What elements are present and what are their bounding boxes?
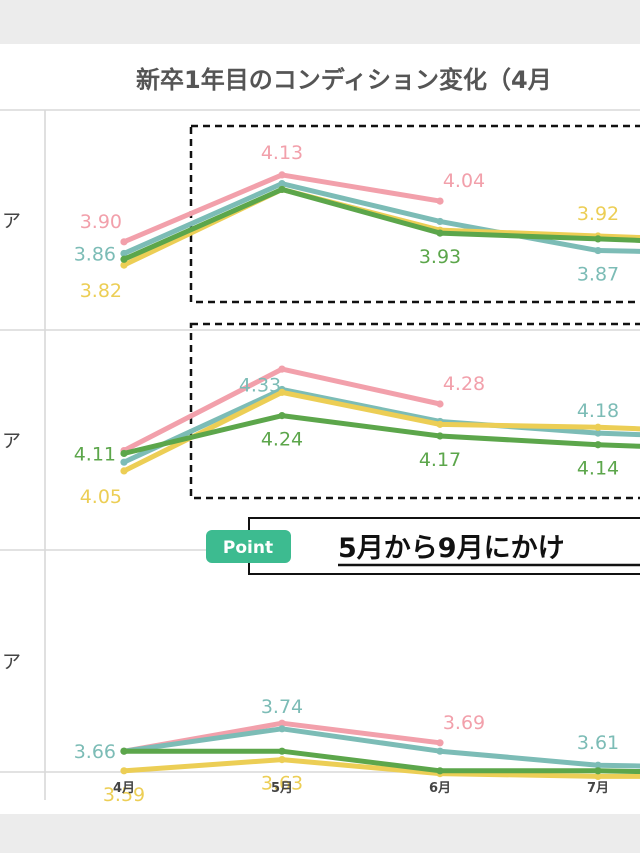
data-point-yellow: [436, 420, 444, 428]
data-labels: 3.90 3.86 3.82 4.13 4.04 3.93 3.92 3.87 4.11 4.05…: [74, 142, 619, 806]
data-point-green: [120, 255, 128, 263]
data-label: 4.17: [419, 449, 461, 471]
data-point-yellow: [594, 423, 602, 431]
point-badge: [206, 530, 291, 563]
data-point-green: [594, 235, 602, 243]
chart-title: 新卒1年目のコンディション変化（4月: [136, 66, 552, 94]
callout: 5月から9月にかけ Point: [206, 517, 640, 575]
data-label: 3.87: [577, 264, 619, 286]
data-label: 3.63: [261, 773, 303, 795]
data-point-pink: [278, 719, 286, 727]
data-label: 3.59: [103, 784, 145, 806]
data-label: 4.14: [577, 458, 619, 480]
data-point-pink: [278, 365, 286, 373]
panel-label: ア: [2, 430, 21, 452]
data-point-green: [278, 185, 286, 194]
data-point-yellow: [594, 772, 602, 781]
data-point-green: [594, 441, 602, 449]
x-tick-label: 4月: [113, 781, 135, 796]
data-label: 3.86: [74, 243, 116, 265]
x-tick-label: 7月: [587, 781, 609, 796]
data-point-yellow: [278, 388, 286, 396]
point-badge-text: Point: [223, 538, 273, 558]
data-point-pink: [120, 238, 128, 246]
data-point-pink: [436, 197, 444, 205]
data-point-teal: [594, 761, 602, 769]
data-label: 4.04: [443, 170, 485, 192]
line-chart: 新卒1年目のコンディション変化（4月 アアア 3.903.863.824.134…: [0, 66, 640, 806]
data-point-green: [278, 412, 286, 420]
data-label: 3.61: [577, 732, 619, 754]
data-point-teal: [436, 217, 444, 226]
data-point-pink: [436, 739, 444, 747]
data-point-teal: [594, 429, 602, 437]
data-label: 4.24: [261, 429, 303, 451]
data-label: 3.82: [80, 280, 122, 302]
data-point-green: [120, 747, 128, 755]
series-line-green: [121, 186, 640, 262]
data-point-green: [120, 449, 128, 458]
data-label: 3.90: [80, 211, 122, 233]
data-point-yellow: [120, 767, 128, 775]
data-label: 3.74: [261, 696, 303, 718]
data-point-green: [594, 767, 602, 775]
data-label: 4.05: [80, 486, 122, 508]
series-lines: [120, 171, 640, 781]
data-point-teal: [278, 725, 286, 733]
data-label: 4.13: [261, 142, 303, 164]
highlight-box-2: [189, 322, 640, 500]
data-point-green: [278, 747, 286, 755]
data-point-teal: [120, 458, 128, 466]
panel-label: ア: [2, 210, 21, 232]
panel-label: ア: [2, 651, 21, 673]
series-line-green: [121, 413, 640, 456]
data-point-pink: [436, 400, 444, 408]
data-point-pink: [278, 171, 286, 179]
x-tick-label: 6月: [429, 781, 451, 796]
data-point-teal: [594, 246, 602, 255]
data-label: 4.11: [74, 443, 116, 465]
data-label: 4.33: [239, 374, 281, 396]
grid: アアア: [0, 109, 640, 800]
data-point-green: [436, 767, 444, 775]
data-point-teal: [436, 747, 444, 755]
data-point-green: [436, 432, 444, 440]
data-label: 3.66: [74, 741, 116, 763]
data-label: 3.92: [577, 203, 619, 225]
data-point-yellow: [120, 467, 128, 475]
data-point-teal: [278, 180, 286, 188]
data-point-yellow: [120, 261, 128, 269]
data-point-teal: [120, 249, 128, 258]
callout-text: 5月から9月にかけ: [338, 533, 565, 564]
data-label: 4.28: [443, 373, 485, 395]
data-label: 3.93: [419, 246, 461, 268]
data-label: 4.18: [577, 400, 619, 422]
data-label: 3.69: [443, 712, 485, 734]
chart-frame: 新卒1年目のコンディション変化（4月 アアア 3.90 3.86 3.82 4.13 4…: [0, 44, 640, 814]
x-axis: 4月 5月 6月 7月: [113, 781, 609, 796]
data-point-green: [436, 229, 444, 237]
data-point-yellow: [278, 756, 286, 764]
x-tick-label: 5月: [271, 781, 293, 796]
